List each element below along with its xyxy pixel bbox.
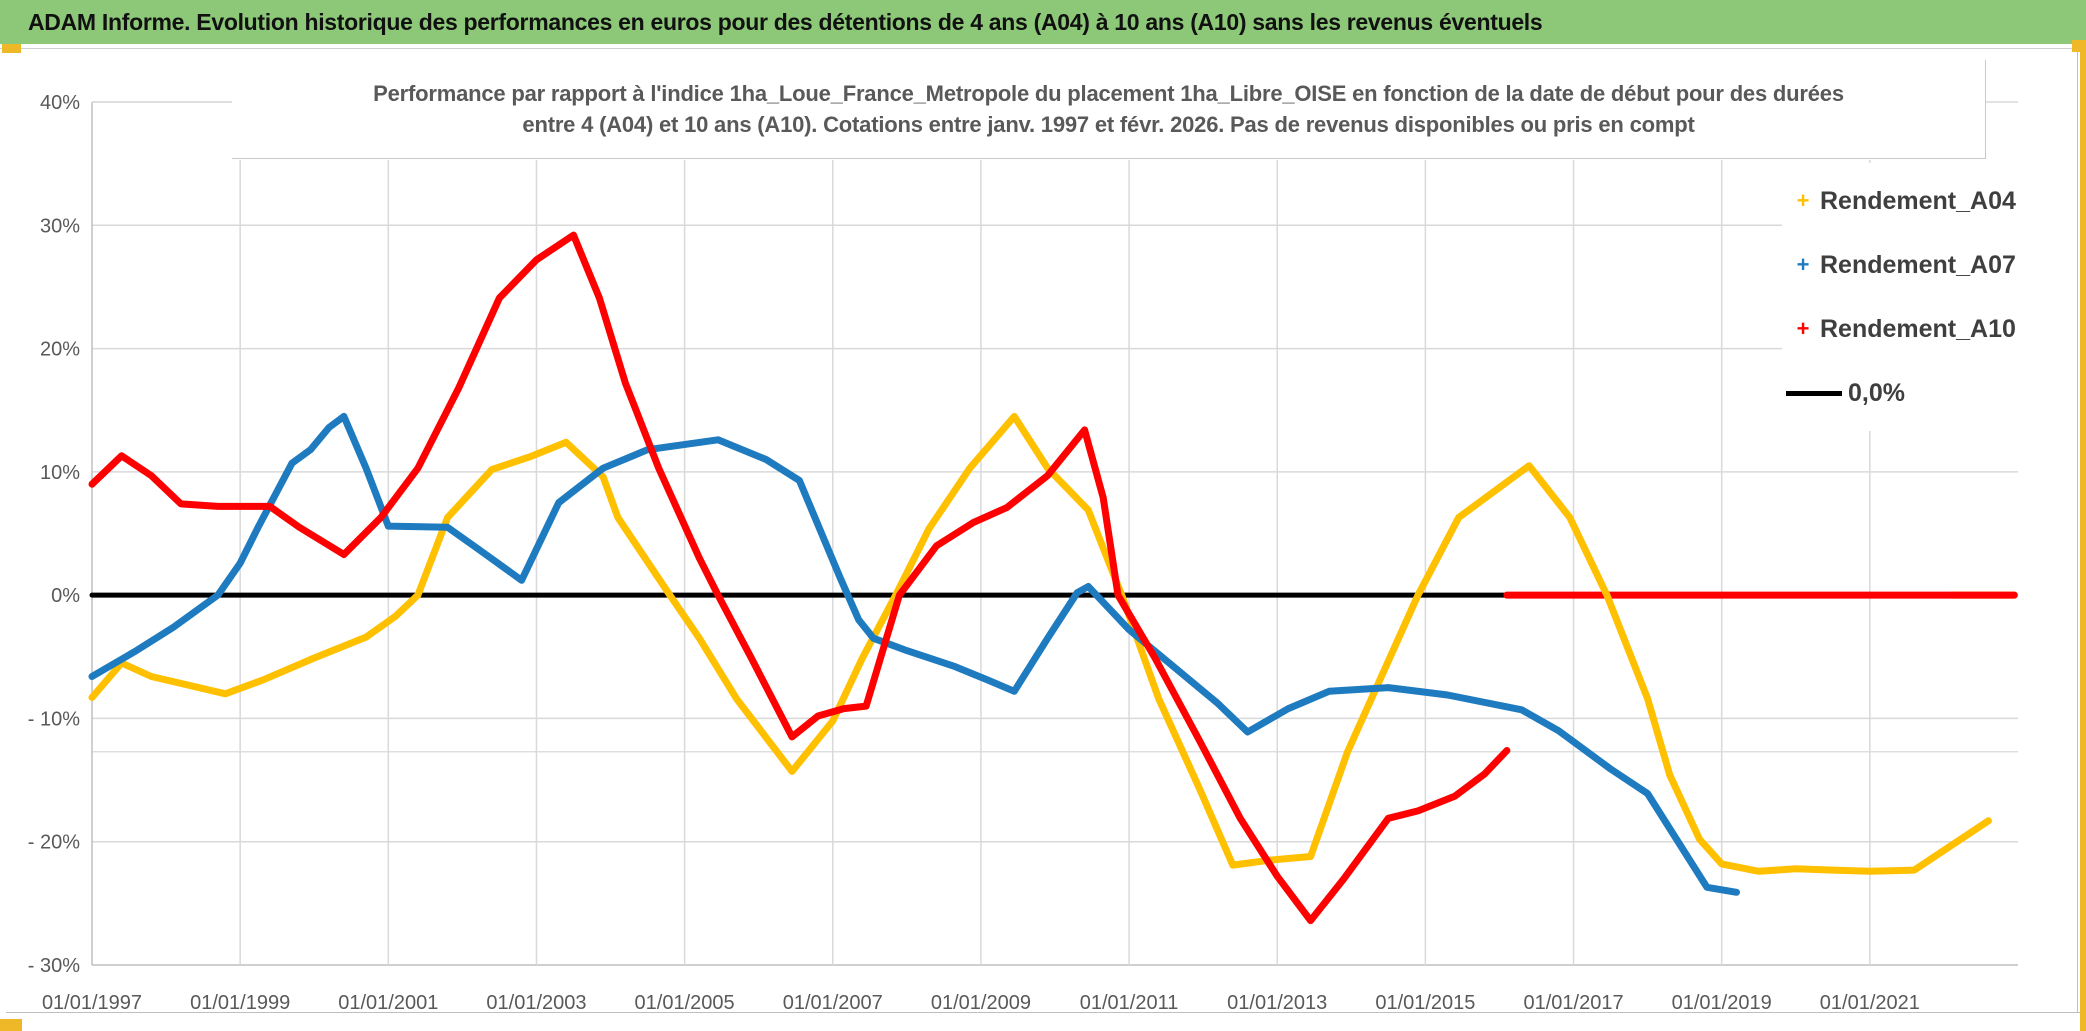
legend-item-rendement-a07[interactable]: + Rendement_A07 bbox=[1786, 236, 2066, 294]
legend-label: Rendement_A04 bbox=[1820, 186, 2016, 215]
x-tick-label: 01/01/2013 bbox=[1227, 992, 1327, 1014]
page-title: ADAM Informe. Evolution historique des p… bbox=[28, 8, 1543, 35]
y-tick-label: 30% bbox=[40, 215, 80, 237]
y-tick-label: - 10% bbox=[28, 708, 80, 730]
y-tick-label: 10% bbox=[40, 462, 80, 484]
x-tick-label: 01/01/1999 bbox=[190, 992, 290, 1014]
sheet-bottom-divider bbox=[6, 1012, 2080, 1013]
x-tick-label: 01/01/2019 bbox=[1672, 992, 1772, 1014]
x-tick-label: 01/01/2003 bbox=[486, 992, 586, 1014]
plus-marker-icon: + bbox=[1796, 252, 1810, 277]
series-line-rendement_a04 bbox=[88, 412, 1992, 875]
accent-right-strip bbox=[2080, 52, 2086, 1031]
x-tick-label: 01/01/1997 bbox=[42, 992, 142, 1014]
y-tick-label: 0% bbox=[51, 585, 80, 607]
x-tick-label: 01/01/2005 bbox=[635, 992, 735, 1014]
x-tick-label: 01/01/2009 bbox=[931, 992, 1031, 1014]
accent-corner-top-right bbox=[2072, 40, 2086, 52]
legend-label: 0,0% bbox=[1848, 378, 1905, 407]
x-tick-label: 01/01/2011 bbox=[1080, 992, 1179, 1014]
accent-corner-top-left bbox=[2, 44, 21, 53]
chart-subtitle-line1: Performance par rapport à l'indice 1ha_L… bbox=[373, 81, 1844, 106]
chart-legend: + Rendement_A04 + Rendement_A07 + Rendem… bbox=[1782, 163, 2066, 431]
plus-marker-icon: + bbox=[1796, 188, 1810, 213]
chart-subtitle-line2: entre 4 (A04) et 10 ans (A10). Cotations… bbox=[522, 112, 1695, 137]
performance-chart: 40% 30% 20% 10% 0% - 10% - 20% - 30% 01/01/1997 0… bbox=[28, 92, 2018, 1014]
legend-item-rendement-a10[interactable]: + Rendement_A10 bbox=[1786, 300, 2066, 358]
series-line-rendement_a07 bbox=[88, 412, 1740, 896]
title-row-divider bbox=[0, 48, 2086, 49]
plus-marker-icon: + bbox=[1796, 316, 1810, 341]
y-tick-label: - 20% bbox=[28, 832, 80, 854]
x-tick-label: 01/01/2021 bbox=[1820, 992, 1920, 1014]
chart-object-border bbox=[2077, 49, 2078, 1012]
y-tick-label: 20% bbox=[40, 339, 80, 361]
legend-label: Rendement_A10 bbox=[1820, 314, 2016, 343]
zero-line-icon bbox=[1786, 390, 1842, 396]
legend-item-zero-line[interactable]: 0,0% bbox=[1786, 364, 2066, 422]
y-tick-label: 40% bbox=[40, 92, 80, 114]
x-tick-label: 01/01/2001 bbox=[338, 992, 438, 1014]
sheet-title-bar: ADAM Informe. Evolution historique des p… bbox=[0, 0, 2086, 44]
y-tick-label: - 30% bbox=[28, 955, 80, 977]
x-tick-label: 01/01/2007 bbox=[783, 992, 883, 1014]
x-tick-label: 01/01/2017 bbox=[1523, 992, 1623, 1014]
accent-corner-bottom-left bbox=[0, 1019, 22, 1031]
legend-label: Rendement_A07 bbox=[1820, 250, 2016, 279]
chart-subtitle-box: Performance par rapport à l'indice 1ha_L… bbox=[232, 60, 1986, 159]
series-line-rendement_a10 bbox=[88, 231, 1511, 925]
legend-item-rendement-a04[interactable]: + Rendement_A04 bbox=[1786, 172, 2066, 230]
x-tick-label: 01/01/2015 bbox=[1375, 992, 1475, 1014]
